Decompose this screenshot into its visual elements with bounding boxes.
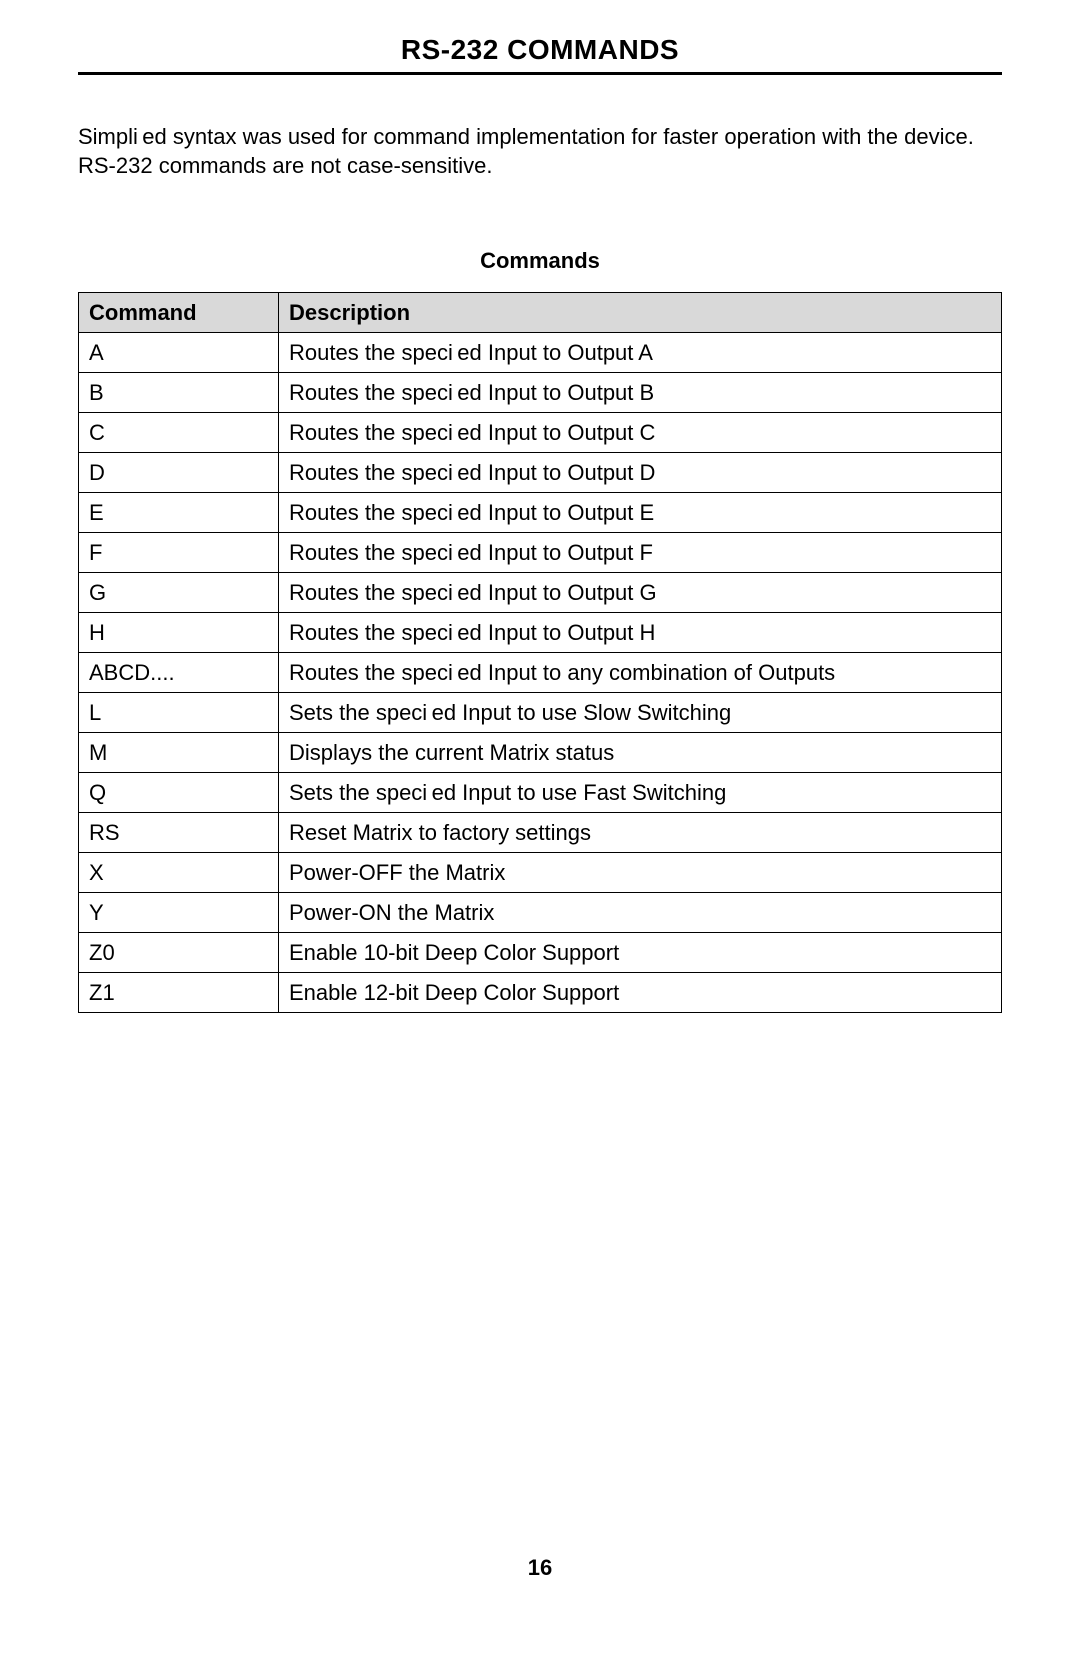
table-row: CRoutes the speci ed Input to Output C xyxy=(79,413,1002,453)
table-row: Z0Enable 10-bit Deep Color Support xyxy=(79,933,1002,973)
cell-description: Enable 10-bit Deep Color Support xyxy=(279,933,1002,973)
table-row: DRoutes the speci ed Input to Output D xyxy=(79,453,1002,493)
cell-description: Displays the current Matrix status xyxy=(279,733,1002,773)
column-header-command: Command xyxy=(79,293,279,333)
cell-command: M xyxy=(79,733,279,773)
cell-description: Reset Matrix to factory settings xyxy=(279,813,1002,853)
cell-command: RS xyxy=(79,813,279,853)
cell-description: Routes the speci ed Input to Output F xyxy=(279,533,1002,573)
cell-description: Power-ON the Matrix xyxy=(279,893,1002,933)
page-number: 16 xyxy=(0,1555,1080,1581)
cell-description: Enable 12-bit Deep Color Support xyxy=(279,973,1002,1013)
table-row: LSets the speci ed Input to use Slow Swi… xyxy=(79,693,1002,733)
cell-command: E xyxy=(79,493,279,533)
cell-command: Q xyxy=(79,773,279,813)
cell-command: Z0 xyxy=(79,933,279,973)
table-row: ERoutes the speci ed Input to Output E xyxy=(79,493,1002,533)
cell-command: ABCD.... xyxy=(79,653,279,693)
cell-description: Routes the speci ed Input to Output E xyxy=(279,493,1002,533)
cell-command: D xyxy=(79,453,279,493)
cell-command: H xyxy=(79,613,279,653)
page-title: RS-232 COMMANDS xyxy=(78,34,1002,72)
table-row: HRoutes the speci ed Input to Output H xyxy=(79,613,1002,653)
cell-description: Routes the speci ed Input to Output H xyxy=(279,613,1002,653)
title-divider xyxy=(78,72,1002,75)
table-row: QSets the speci ed Input to use Fast Swi… xyxy=(79,773,1002,813)
table-row: Z1Enable 12-bit Deep Color Support xyxy=(79,973,1002,1013)
cell-command: A xyxy=(79,333,279,373)
table-row: GRoutes the speci ed Input to Output G xyxy=(79,573,1002,613)
intro-paragraph: Simpli ed syntax was used for command im… xyxy=(78,123,1002,180)
table-row: FRoutes the speci ed Input to Output F xyxy=(79,533,1002,573)
cell-description: Routes the speci ed Input to Output G xyxy=(279,573,1002,613)
table-row: MDisplays the current Matrix status xyxy=(79,733,1002,773)
cell-command: L xyxy=(79,693,279,733)
cell-description: Routes the speci ed Input to Output A xyxy=(279,333,1002,373)
cell-command: C xyxy=(79,413,279,453)
cell-description: Routes the speci ed Input to Output C xyxy=(279,413,1002,453)
cell-command: B xyxy=(79,373,279,413)
table-row: ARoutes the speci ed Input to Output A xyxy=(79,333,1002,373)
table-row: ABCD....Routes the speci ed Input to any… xyxy=(79,653,1002,693)
table-row: YPower-ON the Matrix xyxy=(79,893,1002,933)
cell-command: Z1 xyxy=(79,973,279,1013)
cell-command: Y xyxy=(79,893,279,933)
document-page: RS-232 COMMANDS Simpli ed syntax was use… xyxy=(0,0,1080,1013)
cell-command: X xyxy=(79,853,279,893)
table-caption: Commands xyxy=(78,248,1002,274)
commands-table: Command Description ARoutes the speci ed… xyxy=(78,292,1002,1013)
cell-command: F xyxy=(79,533,279,573)
table-header-row: Command Description xyxy=(79,293,1002,333)
cell-description: Routes the speci ed Input to Output B xyxy=(279,373,1002,413)
cell-description: Sets the speci ed Input to use Fast Swit… xyxy=(279,773,1002,813)
column-header-description: Description xyxy=(279,293,1002,333)
cell-command: G xyxy=(79,573,279,613)
cell-description: Power-OFF the Matrix xyxy=(279,853,1002,893)
table-row: XPower-OFF the Matrix xyxy=(79,853,1002,893)
cell-description: Routes the speci ed Input to Output D xyxy=(279,453,1002,493)
cell-description: Sets the speci ed Input to use Slow Swit… xyxy=(279,693,1002,733)
table-row: BRoutes the speci ed Input to Output B xyxy=(79,373,1002,413)
cell-description: Routes the speci ed Input to any combina… xyxy=(279,653,1002,693)
table-row: RSReset Matrix to factory settings xyxy=(79,813,1002,853)
